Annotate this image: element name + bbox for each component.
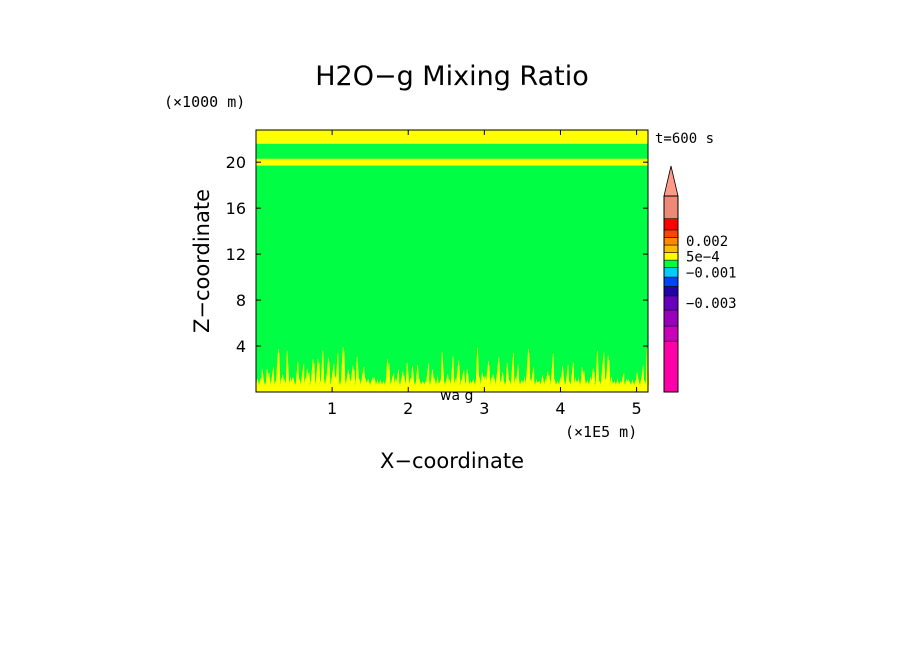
y-tick-label: 4 [236, 337, 246, 356]
colorbar-segment [663, 229, 679, 238]
colorbar-segment [663, 218, 679, 231]
y-unit-label: (×1000 m) [164, 93, 245, 111]
colorbar-label: 0.002 [686, 234, 728, 250]
colorbar-segment [663, 340, 679, 393]
x-tick-label: 4 [555, 399, 565, 418]
x-axis-title: X−coordinate [380, 449, 524, 473]
colorbar-frame [663, 195, 679, 393]
plot-area [255, 129, 650, 393]
colorbar-segment [663, 325, 679, 342]
x-tick-label: 1 [327, 399, 337, 418]
colorbar-segment [663, 244, 679, 253]
chart-title: H2O−g Mixing Ratio [315, 61, 589, 92]
field-band-3 [256, 130, 648, 144]
colorbar-label: 5e−4 [686, 249, 720, 265]
colorbar-segment [663, 267, 679, 278]
colorbar-segment [663, 309, 679, 327]
colorbar-label: −0.001 [686, 265, 737, 281]
y-axis-title: Z−coordinate [190, 189, 214, 333]
colorbar-segment [663, 286, 679, 297]
colorbar-segment [663, 259, 679, 268]
y-tick-label: 16 [226, 199, 246, 218]
surface-layer-band [256, 385, 648, 392]
x-tick-label: 3 [479, 399, 489, 418]
boundary-layer-spikes [255, 347, 650, 389]
colorbar-segment [663, 276, 679, 287]
y-tick-label: 20 [226, 153, 246, 172]
colorbar-segment [663, 252, 679, 261]
colorbar-label: −0.003 [686, 296, 737, 312]
y-tick-label: 8 [236, 291, 246, 310]
x-tick-label: 5 [631, 399, 641, 418]
colorbar-segment [663, 295, 679, 311]
colorbar-segment [663, 195, 679, 219]
colorbar-segment [663, 237, 679, 246]
colorbar-overflow-arrow [663, 165, 679, 197]
x-unit-label: (×1E5 m) [565, 423, 637, 441]
time-label: t=600 s [655, 131, 714, 147]
x-tick-label: 2 [403, 399, 413, 418]
field-background [256, 130, 648, 392]
field-band-2 [256, 158, 648, 166]
plot-frame [255, 129, 649, 393]
y-tick-label: 12 [226, 245, 246, 264]
